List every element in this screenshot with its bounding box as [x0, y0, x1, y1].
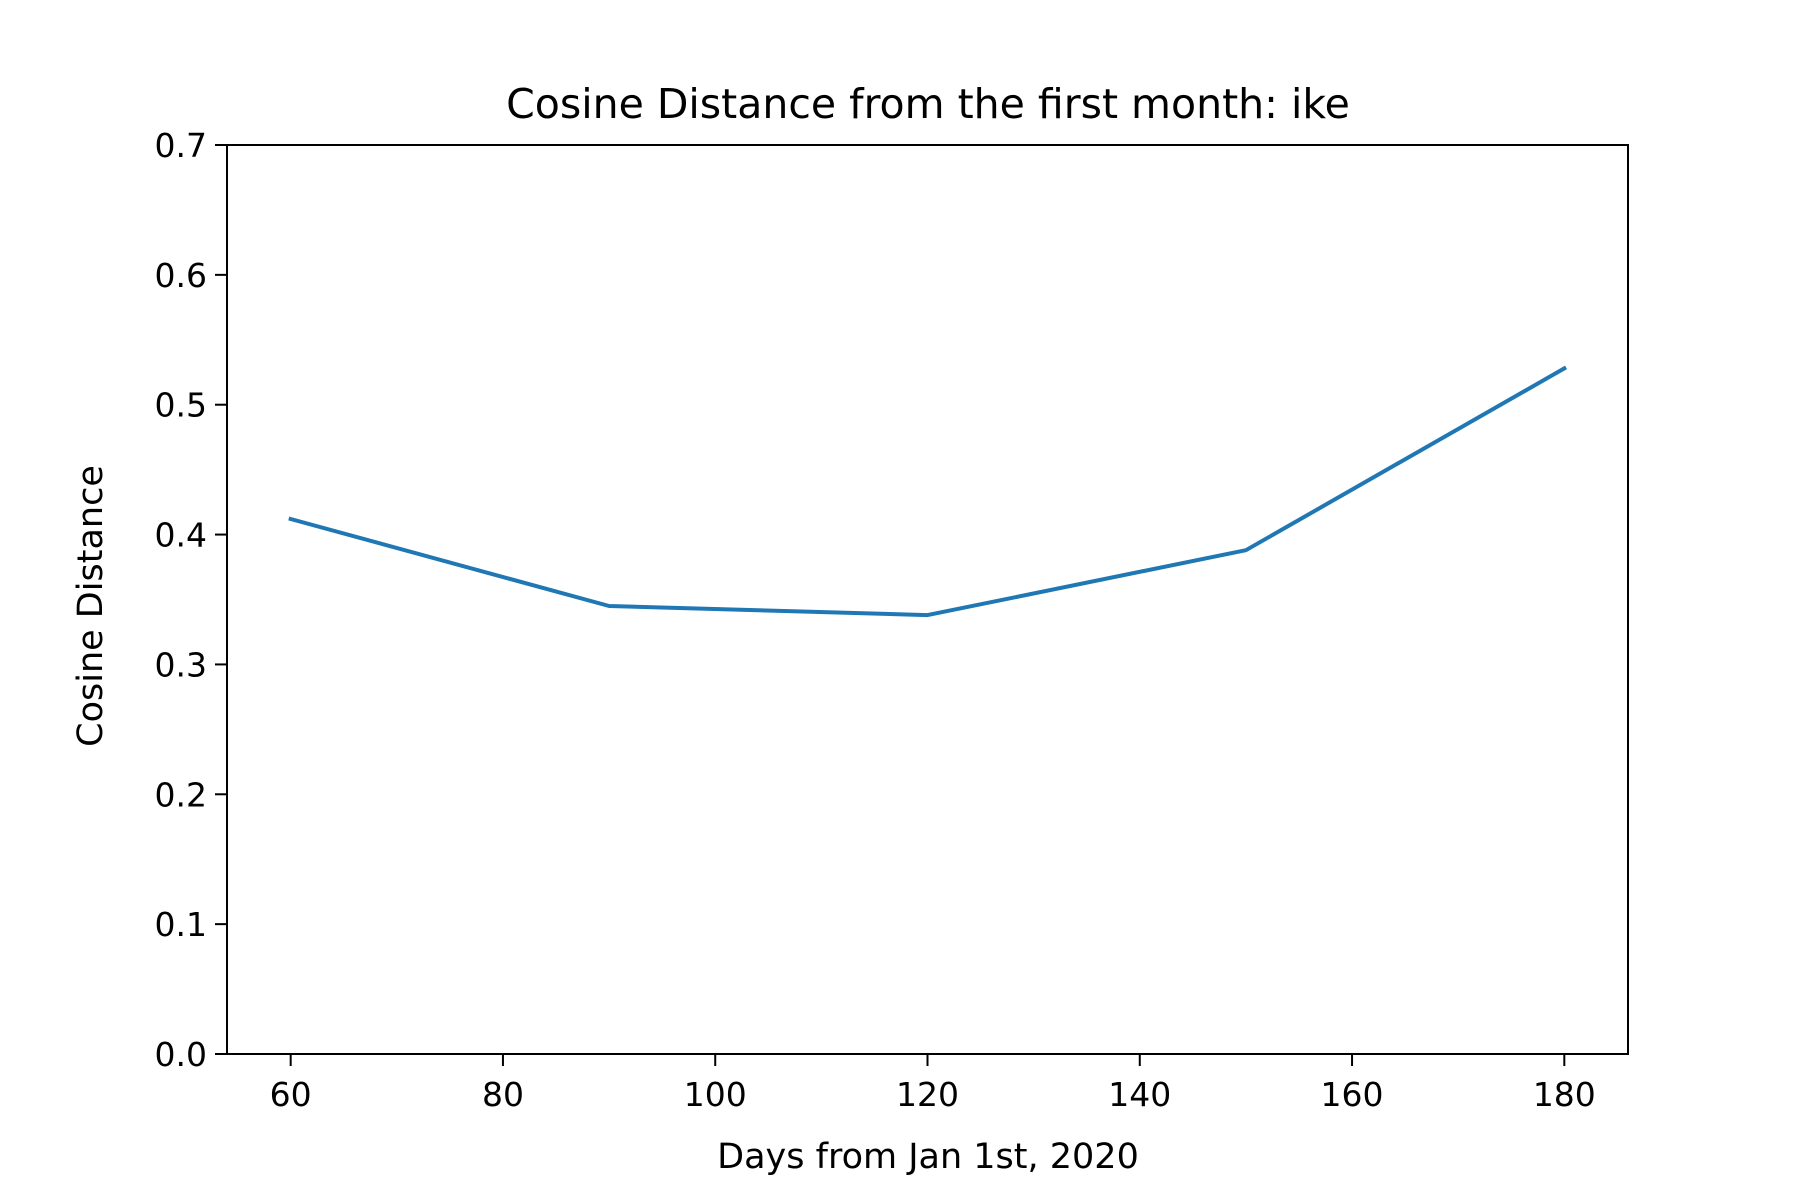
- x-tick-label: 120: [896, 1075, 959, 1114]
- x-tick-label: 80: [482, 1075, 524, 1114]
- y-tick-label: 0.0: [155, 1035, 207, 1074]
- x-tick-label: 100: [684, 1075, 747, 1114]
- x-axis-label: Days from Jan 1st, 2020: [717, 1137, 1139, 1177]
- x-tick-label: 160: [1321, 1075, 1384, 1114]
- series-layer: [288, 365, 1568, 618]
- y-axis-label: Cosine Distance: [71, 465, 111, 747]
- y-tick-label: 0.4: [155, 516, 207, 555]
- y-tick-label: 0.2: [155, 775, 207, 814]
- chart-title: Cosine Distance from the first month: ik…: [506, 80, 1350, 128]
- y-tick-label: 0.7: [155, 126, 207, 165]
- x-axis: 60 80 100 120 140 160 180: [270, 1054, 1596, 1114]
- plot-frame: [226, 144, 1629, 1055]
- x-tick-label: 60: [270, 1075, 312, 1114]
- y-axis: 0.0 0.1 0.2 0.3 0.4 0.5 0.6 0.7: [155, 126, 227, 1074]
- x-tick-label: 140: [1108, 1075, 1171, 1114]
- y-tick-label: 0.1: [155, 905, 207, 944]
- x-tick-label: 180: [1533, 1075, 1596, 1114]
- y-tick-label: 0.3: [155, 645, 207, 684]
- series-line: [288, 365, 1568, 618]
- plot-area: [226, 144, 1629, 1055]
- y-tick-label: 0.6: [155, 256, 207, 295]
- y-tick-label: 0.5: [155, 386, 207, 425]
